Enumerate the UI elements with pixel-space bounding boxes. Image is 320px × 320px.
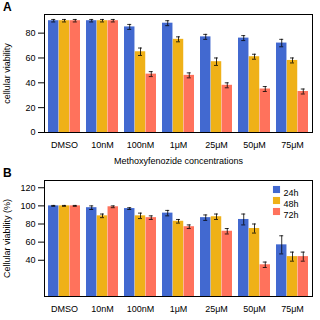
svg-text:75μM: 75μM [281, 304, 304, 314]
html-text:B: B [3, 166, 12, 180]
svg-text:40: 40 [25, 255, 35, 265]
svg-text:120: 120 [20, 183, 35, 193]
svg-text:0: 0 [30, 127, 35, 137]
svg-text:25μM: 25μM [205, 140, 228, 150]
svg-text:cellular viability: cellular viability [2, 43, 12, 104]
svg-text:72h: 72h [284, 210, 299, 220]
svg-text:80: 80 [25, 219, 35, 229]
svg-text:Cellular viability (%): Cellular viability (%) [2, 199, 12, 278]
svg-text:50μM: 50μM [243, 140, 266, 150]
svg-text:100: 100 [20, 201, 35, 211]
svg-text:80: 80 [25, 28, 35, 38]
svg-text:48h: 48h [284, 199, 299, 209]
svg-text:1μM: 1μM [170, 304, 188, 314]
svg-text:50μM: 50μM [243, 304, 266, 314]
svg-text:20: 20 [25, 103, 35, 113]
html-text:A: A [3, 0, 12, 14]
svg-text:10nM: 10nM [91, 304, 114, 314]
svg-text:100nM: 100nM [127, 304, 155, 314]
svg-text:DMSO: DMSO [51, 304, 78, 314]
svg-text:DMSO: DMSO [51, 140, 78, 150]
svg-text:25μM: 25μM [205, 304, 228, 314]
svg-text:24h: 24h [284, 188, 299, 198]
svg-text:Methoxyfenozide concentrations: Methoxyfenozide concentrations [114, 156, 244, 166]
svg-text:1μM: 1μM [170, 140, 188, 150]
svg-text:40: 40 [25, 78, 35, 88]
svg-text:60: 60 [25, 237, 35, 247]
svg-text:60: 60 [25, 53, 35, 63]
svg-text:10nM: 10nM [91, 140, 114, 150]
svg-text:100nM: 100nM [127, 140, 155, 150]
svg-text:75μM: 75μM [281, 140, 304, 150]
